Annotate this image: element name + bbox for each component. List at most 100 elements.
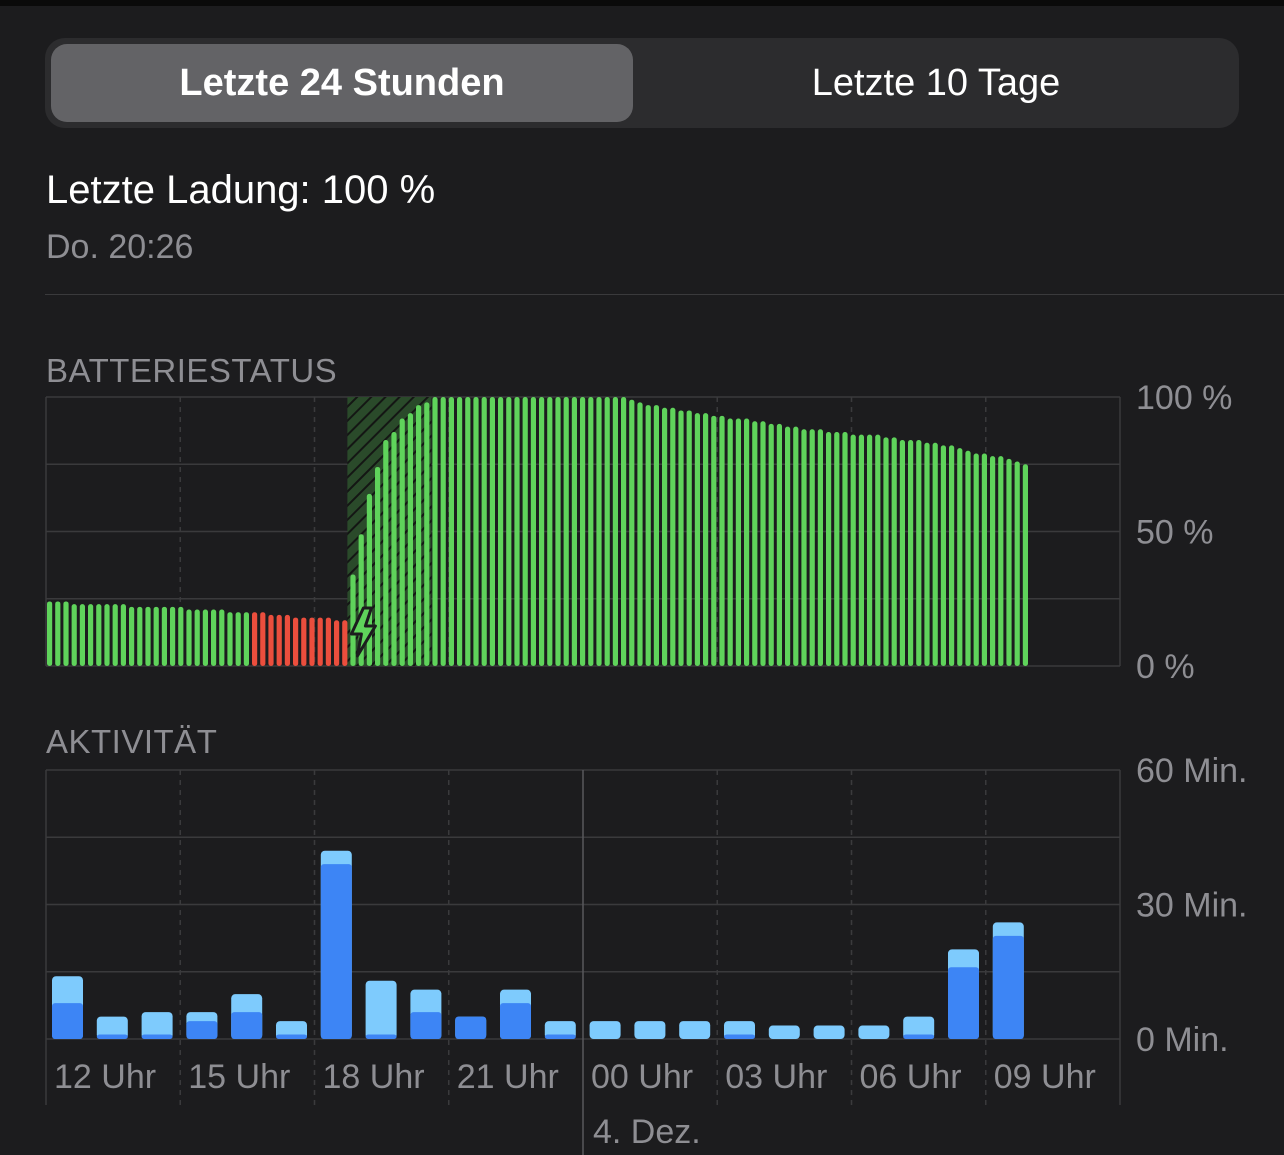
top-edge	[0, 0, 1284, 6]
battery-bar	[826, 431, 832, 666]
activity-x-tick: 03 Uhr	[725, 1058, 827, 1096]
battery-bar	[235, 612, 241, 666]
activity-chart: 60 Min. 30 Min. 0 Min. 12 Uhr 15 Uhr 18 Uh…	[45, 755, 1248, 1155]
activity-bar-screen-on	[96, 1034, 128, 1039]
battery-bar	[916, 440, 922, 666]
battery-bar	[990, 456, 996, 666]
battery-bar	[645, 405, 651, 666]
battery-bar	[653, 405, 659, 666]
battery-bar	[850, 434, 856, 666]
activity-bar-screen-on	[276, 1034, 307, 1039]
activity-bar-screen-on	[320, 864, 352, 1039]
battery-bar	[178, 606, 184, 666]
activity-bar-screen-on	[724, 1034, 755, 1039]
battery-bar	[309, 617, 315, 666]
battery-bar	[71, 604, 77, 666]
activity-bar-screen-on	[410, 1012, 442, 1039]
battery-bar	[842, 431, 848, 666]
battery-bar	[284, 614, 290, 666]
battery-bar	[293, 617, 299, 666]
battery-bar	[325, 617, 331, 666]
battery-bar	[563, 397, 569, 666]
battery-bar	[186, 609, 192, 666]
activity-y-tick-60: 60 Min.	[1136, 755, 1248, 790]
battery-bar	[350, 574, 356, 666]
tab-last-10-days[interactable]: Letzte 10 Tage	[811, 61, 1061, 104]
last-charge-time: Do. 20:26	[46, 228, 194, 266]
activity-bar-screen-off	[141, 1012, 173, 1039]
battery-bar	[514, 397, 520, 666]
activity-bar-screen-off	[903, 1016, 935, 1039]
battery-bar	[785, 426, 791, 666]
activity-y-tick-0: 0 Min.	[1136, 1021, 1229, 1059]
activity-x-tick: 15 Uhr	[188, 1058, 290, 1096]
activity-bar-screen-off	[813, 1025, 845, 1039]
activity-bar-screen-on	[903, 1034, 935, 1039]
battery-bar	[424, 402, 430, 666]
activity-section-title: AKTIVITÄT	[46, 723, 218, 760]
battery-section-title: BATTERIESTATUS	[46, 352, 338, 389]
battery-bar	[383, 440, 389, 666]
battery-bar	[260, 612, 266, 666]
battery-bar	[170, 606, 176, 666]
battery-bar	[145, 606, 151, 666]
battery-bar	[375, 466, 381, 666]
battery-bar	[153, 606, 159, 666]
battery-bar	[489, 397, 495, 666]
battery-bar	[539, 397, 545, 666]
activity-bar-screen-off	[96, 1016, 128, 1039]
battery-bar	[391, 431, 397, 666]
battery-bar	[47, 601, 53, 666]
battery-bar	[596, 397, 602, 666]
battery-bar	[547, 397, 553, 666]
battery-bar	[276, 614, 282, 666]
battery-bar	[924, 442, 930, 666]
battery-bar	[703, 413, 709, 666]
activity-bar-screen-on	[231, 1012, 263, 1039]
battery-y-tick-50: 50 %	[1136, 514, 1214, 552]
battery-bar	[621, 397, 627, 666]
battery-bar	[63, 601, 69, 666]
battery-bar	[112, 604, 118, 666]
battery-bar	[1006, 458, 1012, 666]
battery-bar	[949, 445, 955, 666]
battery-bar	[1014, 461, 1020, 666]
battery-bar	[243, 612, 249, 666]
charging-bolt-icon	[349, 606, 377, 658]
battery-bar	[211, 609, 217, 666]
activity-x-tick: 00 Uhr	[591, 1058, 693, 1096]
tab-last-24-hours[interactable]: Letzte 24 Stunden	[51, 44, 633, 122]
battery-bar	[481, 397, 487, 666]
activity-bar-screen-off	[724, 1021, 755, 1039]
battery-bar	[194, 609, 200, 666]
battery-bar	[1022, 464, 1028, 666]
battery-bar	[88, 604, 94, 666]
battery-bar	[448, 397, 454, 666]
battery-bar	[580, 397, 586, 666]
battery-bar	[202, 609, 208, 666]
battery-bar	[752, 421, 758, 666]
battery-bar	[227, 612, 233, 666]
battery-bar	[809, 429, 815, 666]
activity-y-tick-30: 30 Min.	[1136, 887, 1248, 925]
activity-bar-screen-on	[455, 1016, 487, 1039]
time-range-segmented-control: Letzte 24 Stunden Letzte 10 Tage	[45, 38, 1239, 128]
battery-bar	[727, 418, 733, 666]
battery-bar	[629, 399, 635, 666]
activity-bar-screen-off	[589, 1021, 621, 1039]
activity-bar-screen-off	[634, 1021, 666, 1039]
battery-bar	[776, 423, 782, 666]
battery-bar	[768, 423, 774, 666]
battery-bar	[867, 434, 873, 666]
battery-bar	[908, 440, 914, 666]
battery-bar	[891, 437, 897, 666]
battery-bar	[366, 493, 372, 666]
battery-bar	[55, 601, 61, 666]
battery-bar	[407, 413, 413, 666]
battery-bar	[604, 397, 610, 666]
battery-bar	[104, 604, 110, 666]
battery-bar	[522, 397, 528, 666]
battery-bar	[342, 620, 348, 666]
battery-bar	[555, 397, 561, 666]
battery-bar	[161, 606, 167, 666]
